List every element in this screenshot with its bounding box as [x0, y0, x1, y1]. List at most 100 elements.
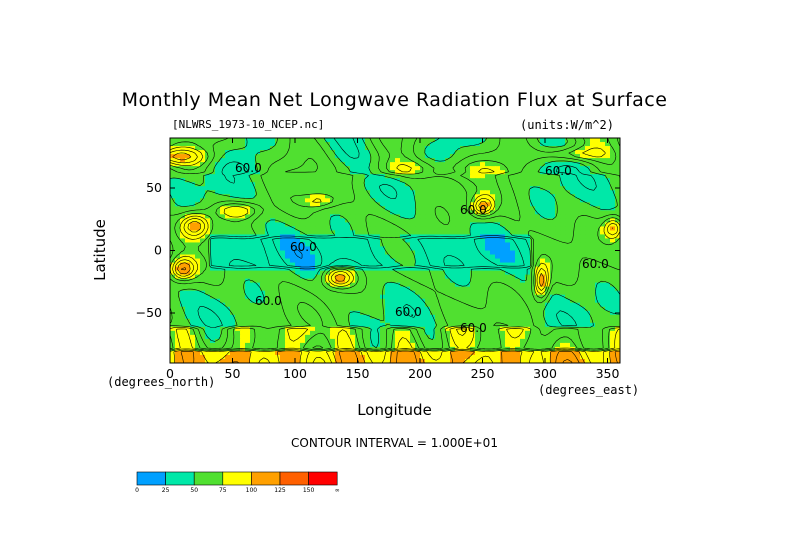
heatmap-cell — [245, 194, 251, 199]
heatmap-cell — [170, 170, 176, 175]
heatmap-cell — [595, 278, 601, 284]
heatmap-cell — [365, 214, 371, 219]
heatmap-cell — [255, 286, 261, 292]
heatmap-cell — [370, 214, 376, 219]
heatmap-cell — [235, 206, 241, 211]
heatmap-cell — [525, 138, 531, 143]
heatmap-cell — [290, 254, 296, 260]
heatmap-cell — [230, 194, 236, 199]
heatmap-cell — [455, 286, 461, 292]
heatmap-cell — [615, 258, 620, 264]
heatmap-cell — [315, 302, 321, 308]
heatmap-cell — [210, 138, 216, 143]
heatmap-cell — [420, 302, 426, 308]
heatmap-cell — [180, 182, 186, 187]
heatmap-cell — [595, 290, 601, 296]
heatmap-cell — [290, 222, 296, 227]
heatmap-cell — [530, 170, 536, 175]
heatmap-cell — [225, 246, 231, 252]
heatmap-cell — [265, 174, 271, 179]
heatmap-cell — [175, 306, 181, 312]
heatmap-cell — [375, 278, 381, 284]
heatmap-cell — [215, 158, 221, 163]
heatmap-cell — [375, 286, 381, 292]
heatmap-cell — [560, 350, 566, 356]
heatmap-cell — [225, 258, 231, 264]
heatmap-cell — [175, 270, 181, 276]
heatmap-cell — [225, 290, 231, 296]
heatmap-cell — [425, 218, 431, 223]
heatmap-cell — [270, 342, 276, 348]
heatmap-cell — [290, 174, 296, 179]
heatmap-cell — [445, 282, 451, 288]
heatmap-cell — [215, 254, 221, 260]
heatmap-cell — [250, 322, 256, 328]
heatmap-cell — [270, 206, 276, 211]
heatmap-cell — [525, 270, 531, 276]
heatmap-cell — [530, 230, 536, 236]
heatmap-cell — [335, 230, 341, 236]
heatmap-cell — [310, 242, 316, 248]
heatmap-cell — [255, 270, 261, 276]
heatmap-cell — [330, 326, 336, 332]
heatmap-cell — [480, 146, 486, 151]
heatmap-cell — [580, 170, 586, 175]
heatmap-cell — [350, 326, 356, 332]
heatmap-cell — [220, 238, 226, 244]
heatmap-cell — [315, 254, 321, 260]
heatmap-cell — [605, 338, 611, 344]
heatmap-cell — [590, 182, 596, 187]
heatmap-cell — [520, 218, 526, 223]
heatmap-cell — [520, 258, 526, 264]
heatmap-cell — [480, 326, 486, 332]
heatmap-cell — [425, 178, 431, 183]
heatmap-cell — [340, 194, 346, 199]
heatmap-cell — [445, 334, 451, 340]
heatmap-cell — [280, 238, 286, 244]
heatmap-cell — [330, 330, 336, 336]
heatmap-cell — [220, 146, 226, 151]
heatmap-cell — [540, 162, 546, 167]
heatmap-cell — [510, 230, 516, 236]
heatmap-cell — [290, 358, 296, 363]
heatmap-cell — [205, 182, 211, 187]
heatmap-cell — [270, 330, 276, 336]
heatmap-cell — [235, 226, 241, 232]
heatmap-cell — [450, 330, 456, 336]
heatmap-cell — [590, 262, 596, 268]
heatmap-cell — [450, 238, 456, 244]
heatmap-cell — [285, 170, 291, 175]
heatmap-cell — [405, 154, 411, 159]
heatmap-cell — [570, 270, 576, 276]
heatmap-cell — [565, 310, 571, 316]
heatmap-cell — [190, 318, 196, 324]
heatmap-cell — [295, 250, 301, 256]
heatmap-cell — [510, 206, 516, 211]
heatmap-cell — [190, 342, 196, 348]
heatmap-cell — [575, 318, 581, 324]
heatmap-cell — [555, 266, 561, 272]
heatmap-cell — [415, 262, 421, 268]
heatmap-cell — [610, 290, 616, 296]
heatmap-cell — [465, 278, 471, 284]
heatmap-cell — [460, 350, 466, 356]
heatmap-cell — [215, 190, 221, 195]
heatmap-cell — [225, 138, 231, 143]
heatmap-cell — [535, 330, 541, 336]
heatmap-cell — [445, 242, 451, 248]
heatmap-cell — [235, 254, 241, 260]
heatmap-cell — [475, 322, 481, 328]
heatmap-cell — [490, 326, 496, 332]
heatmap-cell — [170, 298, 176, 304]
heatmap-cell — [385, 214, 391, 219]
heatmap-cell — [485, 322, 491, 328]
heatmap-cell — [320, 274, 326, 280]
heatmap-cell — [295, 238, 301, 244]
heatmap-cell — [480, 290, 486, 296]
heatmap-cell — [570, 154, 576, 159]
heatmap-cell — [515, 258, 521, 264]
heatmap-cell — [390, 146, 396, 151]
heatmap-cell — [420, 206, 426, 211]
heatmap-cell — [205, 350, 211, 356]
heatmap-cell — [260, 266, 266, 272]
